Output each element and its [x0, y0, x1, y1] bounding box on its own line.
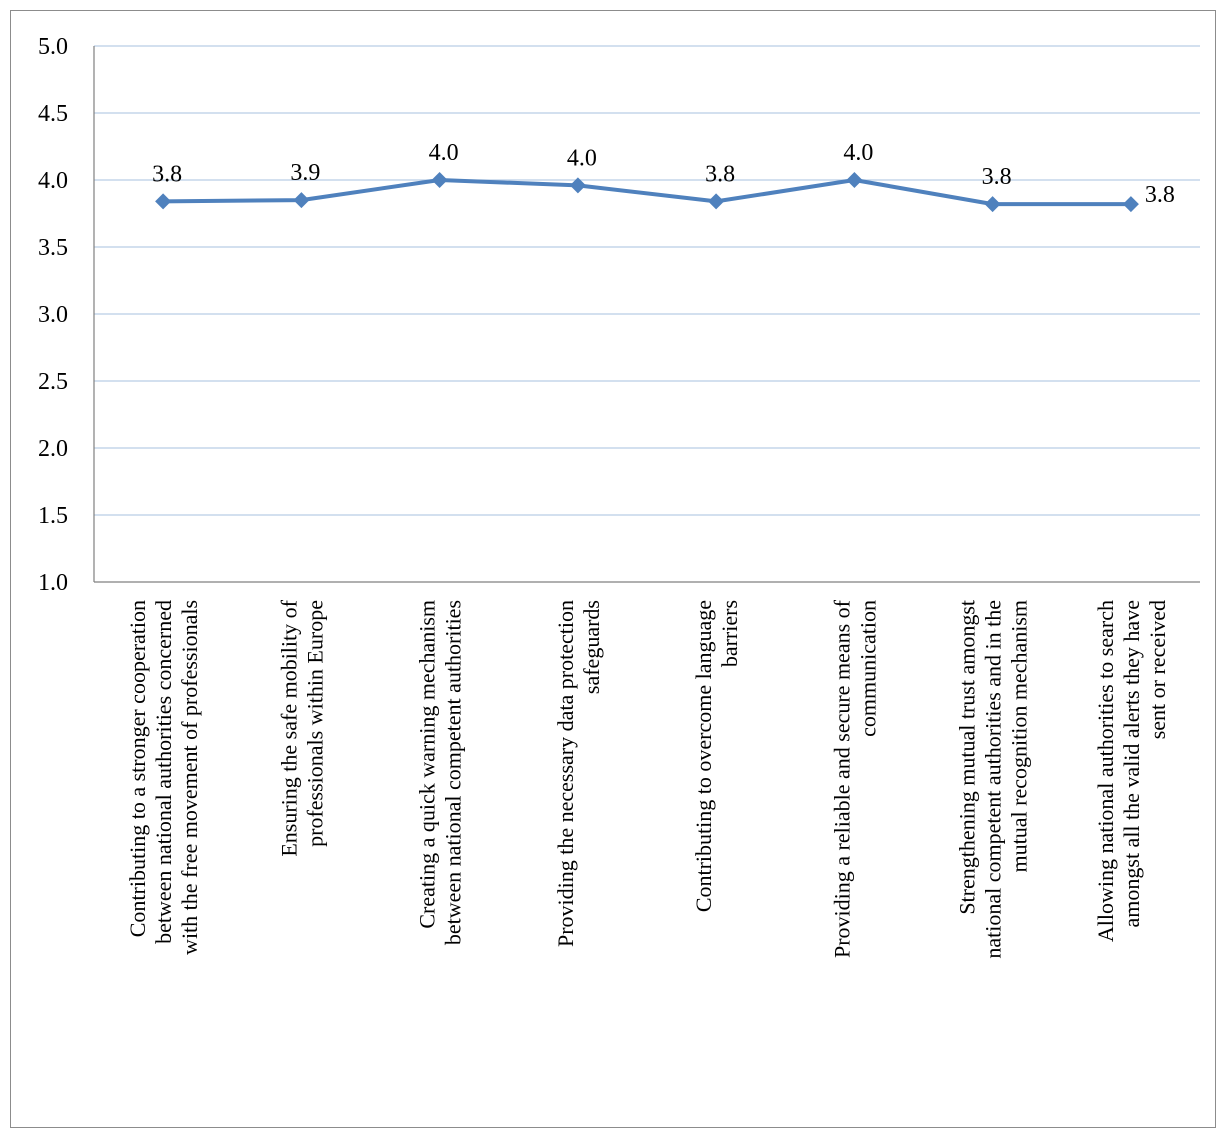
y-tick-label: 4.0 — [38, 168, 68, 194]
x-category-label-line: professionals within Europe — [302, 600, 327, 847]
data-label: 3.8 — [1145, 182, 1175, 208]
x-category-label: Creating a quick warning mechanism betwee… — [415, 600, 466, 945]
x-category-label-line: with the free movement of professionals — [177, 600, 202, 955]
y-tick-label: 3.5 — [38, 235, 68, 261]
x-category-label-line: national competent authorities and in th… — [981, 600, 1006, 959]
y-tick-label: 3.0 — [38, 302, 68, 328]
gridlines — [94, 45, 1200, 516]
x-category-label-line: safeguards — [579, 600, 604, 694]
y-tick-label: 1.0 — [38, 570, 68, 596]
y-tick-label: 4.5 — [38, 101, 68, 127]
data-labels: 3.8 3.9 4.0 4.0 3.8 4.0 3.8 3.8 — [152, 140, 1175, 208]
data-point-marker — [708, 193, 725, 210]
x-category-label-line: Strengthening mutual trust amongst — [955, 600, 980, 915]
data-point-marker — [293, 192, 310, 209]
x-category-label-line: Contributing to overcome language — [691, 600, 716, 912]
x-category-label: Contributing to a stronger cooperation be… — [125, 600, 202, 955]
x-category-label-line: barriers — [717, 600, 742, 667]
x-category-label: Providing the necessary data protection s… — [553, 600, 604, 947]
data-label: 3.8 — [705, 161, 735, 187]
chart-frame — [10, 10, 1216, 1128]
data-label: 4.0 — [429, 140, 459, 166]
data-label: 3.8 — [152, 161, 182, 187]
x-category-label-line: Contributing to a stronger cooperation — [125, 600, 150, 937]
y-tick-label: 5.0 — [38, 34, 68, 60]
x-category-label: Strengthening mutual trust amongst nation… — [955, 600, 1032, 959]
data-point-marker — [846, 172, 863, 188]
x-category-label-line: Ensuring the safe mobility of — [276, 599, 301, 856]
y-tick-label: 1.5 — [38, 503, 68, 529]
x-category-label-line: Providing the necessary data protection — [553, 600, 578, 947]
series-line — [163, 178, 1131, 207]
axes — [93, 46, 1200, 583]
x-category-label-line: communication — [855, 600, 880, 737]
y-tick-label: 2.0 — [38, 436, 68, 462]
x-axis-category-labels: Contributing to a stronger cooperation be… — [125, 599, 1170, 958]
x-category-label-line: Providing a reliable and secure means of — [829, 599, 854, 958]
data-label: 3.9 — [290, 160, 320, 186]
x-category-label-line: amongst all the valid alerts they have — [1119, 600, 1144, 927]
data-label: 4.0 — [567, 145, 597, 171]
data-point-marker — [155, 193, 172, 210]
data-point-marker — [1122, 196, 1139, 213]
data-series — [155, 172, 1139, 213]
x-category-label: Providing a reliable and secure means of… — [829, 599, 880, 958]
x-category-label-line: between national authorities concerned — [151, 600, 176, 944]
data-point-marker — [431, 172, 448, 188]
data-point-marker — [569, 177, 586, 194]
data-label: 3.8 — [982, 164, 1012, 190]
x-category-label-line: Allowing national authorities to search — [1093, 600, 1118, 942]
y-axis-tick-labels: 1.0 1.5 2.0 2.5 3.0 3.5 4.0 4.5 5.0 — [38, 34, 68, 596]
x-category-label: Allowing national authorities to search a… — [1093, 600, 1170, 942]
x-category-label-line: Creating a quick warning mechanism — [415, 600, 440, 929]
x-category-label-line: sent or received — [1145, 600, 1170, 739]
x-category-label-line: between national competent authorities — [441, 600, 466, 945]
y-tick-label: 2.5 — [38, 369, 68, 395]
x-category-label: Contributing to overcome language barrier… — [691, 600, 742, 912]
x-category-label: Ensuring the safe mobility of professiona… — [276, 599, 327, 856]
x-category-label-line: mutual recognition mechanism — [1007, 600, 1032, 873]
data-label: 4.0 — [843, 140, 873, 166]
data-point-marker — [984, 196, 1001, 213]
